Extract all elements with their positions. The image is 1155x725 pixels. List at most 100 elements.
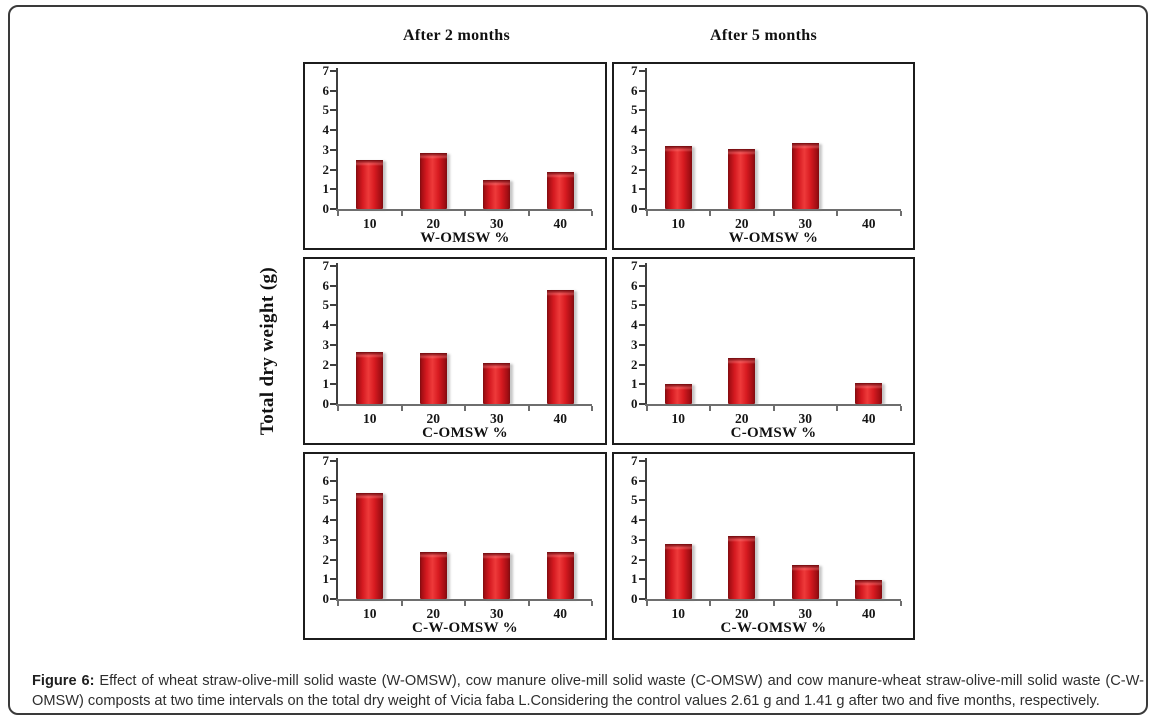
y-axis-tick (638, 324, 645, 327)
bar-comsw-30 (483, 362, 511, 404)
y-axis-label-text: Total dry weight (g) (257, 266, 278, 436)
bar-comsw-20 (728, 357, 756, 404)
y-tick-label: 7 (631, 453, 638, 468)
shared-y-axis-label: Total dry weight (g) (248, 62, 288, 640)
figure-caption-label: Figure 6: (32, 672, 95, 689)
x-axis-tick (645, 211, 648, 216)
bar-cwomsw-40 (855, 580, 883, 599)
bar-womsw-20 (728, 148, 756, 209)
x-tick-label: 40 (862, 606, 876, 621)
x-tick-label: 40 (553, 411, 568, 426)
x-axis-title: W-OMSW % (728, 230, 819, 246)
x-tick-label: 10 (363, 216, 377, 231)
x-tick-label: 40 (862, 216, 876, 231)
y-tick-label: 0 (631, 201, 638, 216)
x-axis-tick (645, 406, 648, 411)
bar-comsw-20 (419, 352, 447, 404)
y-tick-label: 1 (322, 181, 330, 197)
x-tick-label: 10 (363, 411, 377, 426)
bar-comsw-10 (664, 384, 692, 404)
y-axis-line (644, 68, 647, 211)
y-tick-label: 2 (322, 161, 330, 177)
y-axis-tick (330, 265, 336, 267)
y-axis-tick (330, 578, 336, 581)
y-axis-tick (330, 148, 336, 151)
y-axis-tick (330, 479, 336, 482)
x-tick-label: 10 (671, 606, 686, 621)
bar-comsw-40 (546, 289, 574, 404)
y-tick-label: 2 (631, 161, 638, 177)
x-axis-line (336, 599, 592, 601)
y-axis-tick (638, 148, 645, 151)
bar-cwomsw-40 (546, 551, 574, 599)
x-axis-tick (527, 211, 530, 216)
x-tick-label: 30 (490, 606, 504, 621)
bar-cwomsw-10 (356, 492, 384, 599)
y-axis-tick (638, 363, 645, 366)
y-tick-label: 2 (631, 356, 638, 372)
y-tick-label: 2 (322, 356, 330, 372)
x-axis-title: C-W-OMSW % (720, 620, 827, 636)
x-axis-tick (337, 406, 339, 411)
bar-comsw-40 (855, 383, 883, 404)
y-tick-label: 7 (322, 63, 330, 78)
chart-panel-c-w-omsw-after-2-months: 0 1 2 3 4 5 6 7 10 20 30 40 C-W-OMSW % (303, 452, 607, 640)
y-axis-line (336, 458, 338, 601)
y-tick-label: 0 (631, 591, 638, 606)
y-tick-label: 7 (322, 453, 330, 468)
x-axis-tick (400, 601, 403, 606)
x-axis-tick (591, 406, 593, 411)
x-tick-label: 10 (671, 411, 686, 426)
y-axis-tick (330, 403, 336, 405)
x-axis-tick (337, 211, 339, 216)
y-axis-tick (638, 129, 645, 132)
bar-comsw-10 (356, 351, 384, 404)
y-tick-label: 6 (322, 82, 330, 98)
y-axis-tick (330, 383, 336, 386)
x-tick-label: 40 (862, 411, 876, 426)
y-tick-label: 3 (322, 141, 330, 157)
y-axis-tick (638, 578, 645, 581)
y-axis-tick (638, 265, 645, 267)
x-axis-line (644, 599, 901, 601)
bar-womsw-10 (356, 159, 384, 209)
x-tick-label: 30 (798, 411, 813, 426)
y-axis-tick (330, 538, 336, 541)
y-tick-label: 3 (631, 336, 638, 352)
y-axis-line (644, 263, 647, 406)
y-tick-label: 6 (631, 277, 638, 293)
y-tick-label: 6 (322, 277, 330, 293)
x-axis-tick (464, 406, 466, 411)
y-tick-label: 4 (631, 512, 638, 528)
x-tick-label: 30 (490, 411, 504, 426)
y-axis-tick (638, 284, 645, 287)
y-axis-tick (638, 538, 645, 541)
y-axis-tick (330, 363, 336, 366)
bar-womsw-40 (546, 171, 574, 209)
y-tick-label: 3 (322, 531, 330, 547)
bar-cwomsw-20 (419, 551, 447, 599)
x-axis-tick (772, 406, 775, 411)
y-axis-tick (330, 460, 336, 462)
x-tick-label: 10 (671, 216, 686, 231)
x-axis-tick (709, 211, 711, 216)
y-tick-label: 0 (322, 396, 330, 411)
y-tick-label: 4 (631, 122, 638, 138)
y-tick-label: 2 (631, 551, 638, 567)
x-axis-tick (337, 601, 339, 606)
x-axis-tick (527, 406, 530, 411)
y-axis-tick (638, 499, 645, 502)
x-axis-tick (591, 601, 593, 606)
x-axis-tick (836, 211, 838, 216)
x-axis-tick (836, 406, 838, 411)
y-axis-tick (638, 89, 645, 92)
y-tick-label: 5 (631, 492, 638, 508)
column-header-after-5-months: After 5 months (709, 27, 817, 44)
y-tick-label: 4 (322, 512, 330, 528)
bar-cwomsw-30 (791, 565, 819, 599)
x-tick-label: 20 (426, 606, 441, 621)
x-axis-tick (899, 601, 902, 606)
y-axis-tick (638, 383, 645, 386)
x-axis-tick (836, 601, 838, 606)
bar-cwomsw-30 (483, 552, 511, 599)
